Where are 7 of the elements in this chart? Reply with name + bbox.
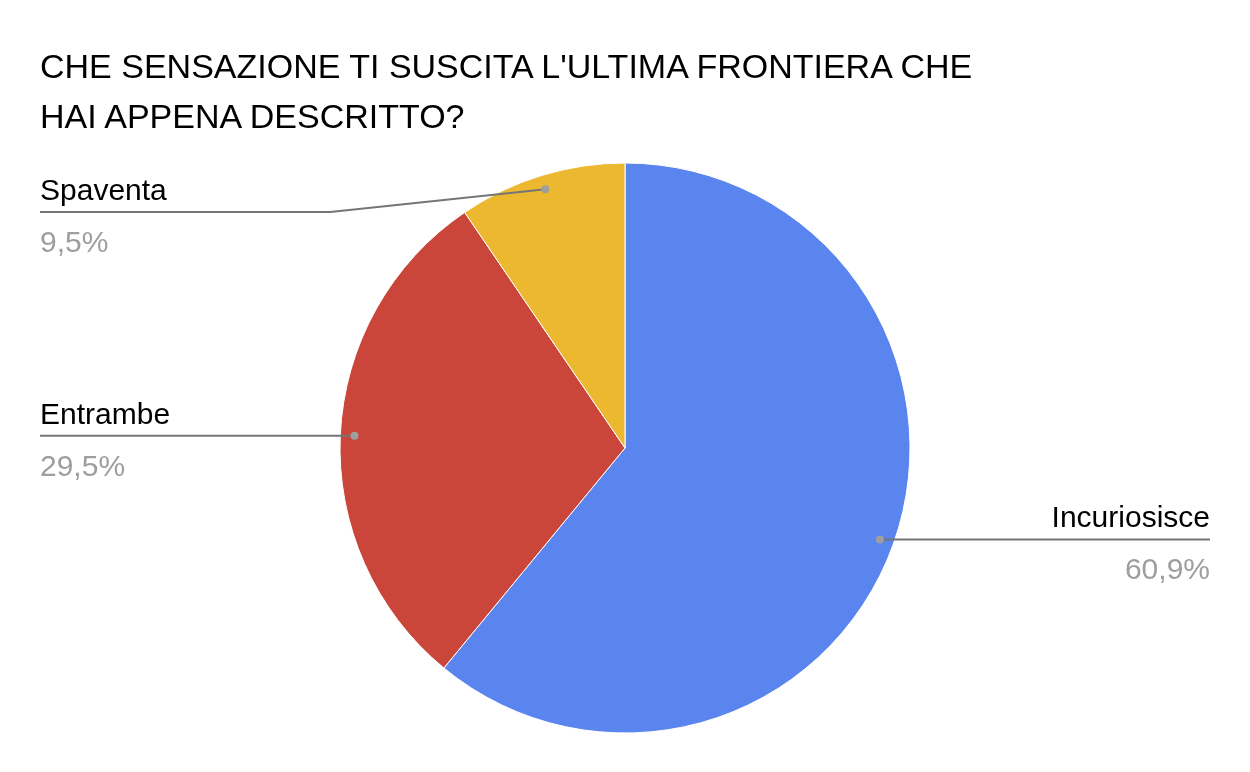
data-label: 60,9% (1124, 552, 1210, 586)
data-label: 29,5% (40, 448, 126, 482)
chart-title: CHE SENSAZIONE TI SUSCITA L'ULTIMA FRONTIERA CHE HAI APPENA DESCRITTO? (40, 47, 973, 135)
slice-label: Spaventa (40, 173, 168, 206)
data-label: 9,5% (40, 225, 109, 258)
slice-label: Incuriosisce (1051, 500, 1210, 534)
slice-label: Entrambe (40, 396, 171, 430)
